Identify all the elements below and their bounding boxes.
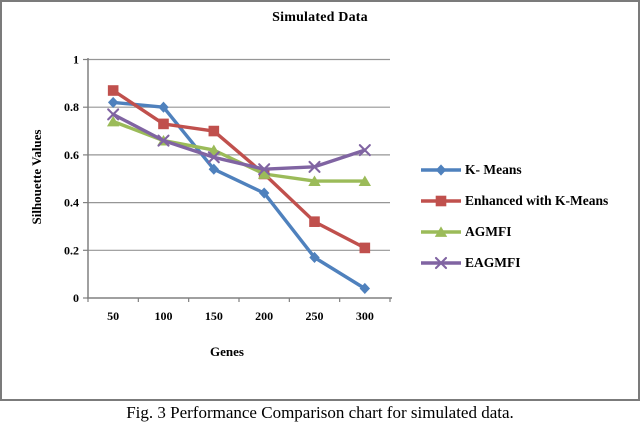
square-marker-icon — [309, 216, 320, 227]
y-tick-label: 0.6 — [64, 148, 79, 162]
legend-item: K- Means — [419, 154, 608, 185]
diamond-marker-icon — [435, 163, 447, 176]
x-marker-icon — [258, 163, 271, 176]
legend-swatch-icon — [421, 195, 461, 206]
y-tick-label: 0.8 — [64, 100, 79, 114]
x-tick-label: 50 — [107, 309, 119, 323]
diamond-marker-icon — [359, 282, 371, 295]
square-marker-icon — [208, 125, 220, 137]
chart-title: Simulated Data — [272, 10, 368, 25]
diamond-marker-icon — [208, 163, 220, 175]
y-tick-label: 1 — [73, 53, 79, 67]
triangle-marker-icon — [257, 168, 271, 179]
diamond-marker-icon — [158, 101, 169, 113]
series-line — [111, 112, 367, 171]
triangle-marker-icon — [358, 175, 372, 187]
square-marker-icon — [359, 242, 371, 254]
x-marker-icon — [107, 108, 120, 121]
legend-swatch-icon — [421, 163, 461, 176]
series-line — [111, 100, 367, 291]
x-tick-label: 100 — [155, 309, 173, 323]
square-marker-icon — [107, 85, 119, 96]
legend-item: AGMFI — [419, 216, 608, 247]
x-tick-label: 250 — [306, 309, 324, 323]
triangle-marker-icon — [106, 115, 120, 127]
x-axis-title: Genes — [210, 344, 244, 359]
square-marker-icon — [435, 195, 447, 206]
series-3 — [107, 108, 371, 176]
legend-swatch-icon — [421, 225, 461, 237]
x-tick-label: 300 — [356, 309, 374, 323]
series-line — [111, 88, 367, 250]
y-tick-label: 0.2 — [64, 243, 79, 257]
figure-caption: Fig. 3 Performance Comparison chart for … — [126, 403, 514, 422]
legend-label: K- Means — [465, 161, 522, 177]
series-1 — [107, 85, 371, 254]
x-marker-icon — [308, 160, 321, 173]
x-marker-icon — [157, 134, 170, 147]
y-tick-label: 0 — [73, 291, 79, 305]
legend-swatch-icon — [421, 256, 461, 269]
x-marker-icon — [434, 256, 448, 269]
legend-label: EAGMFI — [465, 254, 521, 270]
figure-border-frame — [0, 0, 640, 401]
legend: K- Means Enhanced with K-Means AGMFI EAGMFI — [419, 154, 608, 278]
series-0 — [107, 96, 371, 295]
diamond-marker-icon — [107, 96, 119, 109]
triangle-marker-icon — [308, 175, 321, 187]
x-tick-label: 200 — [255, 309, 273, 323]
legend-label: AGMFI — [465, 223, 512, 239]
legend-item: Enhanced with K-Means — [419, 185, 608, 216]
legend-label: Enhanced with K-Means — [465, 192, 609, 208]
legend-item: EAGMFI — [419, 247, 608, 278]
x-marker-icon — [207, 151, 220, 164]
triangle-marker-icon — [207, 144, 221, 156]
x-marker-icon — [358, 144, 371, 157]
diamond-marker-icon — [309, 251, 320, 264]
square-marker-icon — [158, 118, 169, 130]
x-tick-label: 150 — [205, 309, 223, 323]
triangle-marker-icon — [434, 225, 448, 237]
diamond-marker-icon — [258, 187, 270, 199]
y-tick-label: 0.4 — [64, 196, 79, 210]
